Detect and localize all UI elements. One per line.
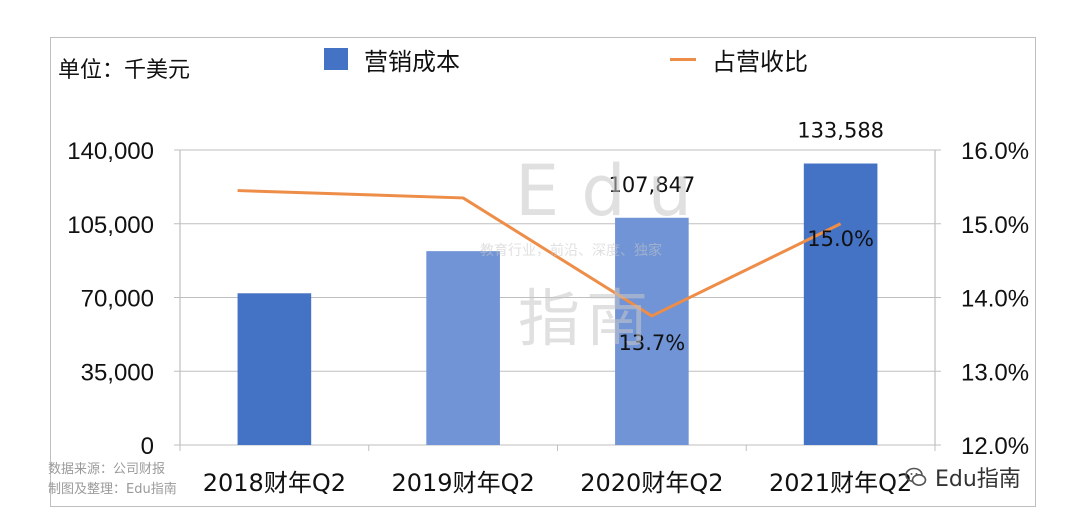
y-right-tick-label-0: 12.0% <box>961 433 1029 460</box>
x-tick-label-3: 2021财年Q2 <box>769 469 912 497</box>
x-tick-label-1: 2019财年Q2 <box>392 469 535 497</box>
y-right-tick-label-2: 14.0% <box>961 286 1029 313</box>
y-right-tick-label-3: 15.0% <box>961 212 1029 239</box>
y-left-tick-label-0: 0 <box>141 433 154 460</box>
legend-item-bar: 营销成本 <box>324 44 460 76</box>
line-series <box>237 189 842 318</box>
brand: Edu指南 <box>905 461 1021 493</box>
y-right-tick-label-4: 16.0% <box>961 138 1029 165</box>
y-left-tick-label-2: 70,000 <box>81 286 154 313</box>
wechat-icon <box>905 467 927 486</box>
bar-data-label-2: 107,847 <box>608 173 695 197</box>
legend-label-bar: 营销成本 <box>364 47 460 76</box>
bar-0 <box>237 293 312 445</box>
legend-label-line: 占营收比 <box>712 47 808 76</box>
x-tick-label-0: 2018财年Q2 <box>203 469 346 497</box>
legend-item-line: 占营收比 <box>670 44 808 76</box>
unit-label: 单位：千美元 <box>58 58 191 83</box>
watermark-name: 指南 <box>518 282 655 355</box>
source-line-2: 制图及整理：Edu指南 <box>48 482 177 497</box>
watermark-subtitle: 教育行业，前沿、深度、独家 <box>480 243 662 259</box>
y-left-tick-label-4: 140,000 <box>67 138 154 165</box>
line-data-label-3: 15.0% <box>807 227 874 251</box>
y-left-tick-label-3: 105,000 <box>67 212 154 239</box>
source-line-1: 数据来源：公司财报 <box>48 462 166 477</box>
y-right-tick-label-1: 13.0% <box>961 359 1029 386</box>
y-left-tick-label-1: 35,000 <box>81 359 154 386</box>
bar-3 <box>803 163 878 446</box>
bar-1 <box>426 251 500 445</box>
bar-2 <box>615 217 689 445</box>
legend-swatch-line <box>670 57 696 61</box>
bar-data-label-3: 133,588 <box>797 119 884 143</box>
x-tick-label-2: 2020财年Q2 <box>580 469 723 497</box>
legend-swatch-bar <box>324 48 348 70</box>
brand-label: Edu指南 <box>935 467 1021 492</box>
line-data-label-2: 13.7% <box>619 331 686 355</box>
chart-frame <box>50 37 1036 507</box>
watermark-title: Edu <box>515 150 715 232</box>
